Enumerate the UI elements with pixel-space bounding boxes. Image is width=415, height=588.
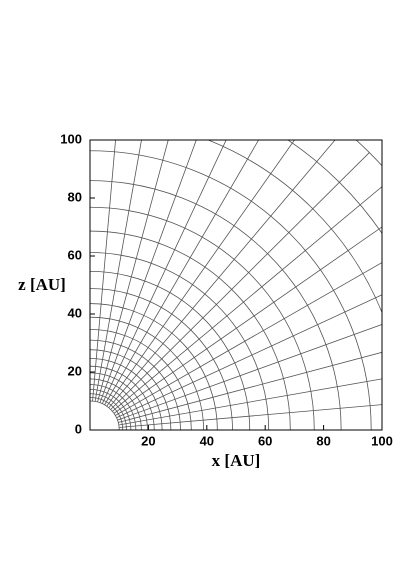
y-tick-label: 80 <box>68 189 82 204</box>
radial-line <box>101 140 227 404</box>
radial-line <box>104 140 260 406</box>
y-tick-label: 20 <box>68 363 82 378</box>
radial-line <box>117 324 382 421</box>
y-tick-label: 40 <box>68 305 82 320</box>
y-axis-label: z [AU] <box>18 275 66 294</box>
radial-line <box>119 404 382 428</box>
radial-line <box>118 378 382 426</box>
y-tick-label: 100 <box>60 131 82 146</box>
x-tick-label: 100 <box>371 433 393 448</box>
y-tick-label: 60 <box>68 247 82 262</box>
radial-line <box>94 140 142 402</box>
plot-frame <box>89 139 383 431</box>
arc <box>90 400 120 430</box>
radial-line <box>108 140 336 409</box>
radial-line <box>118 351 382 423</box>
x-tick-label: 20 <box>141 433 155 448</box>
radial-line <box>97 140 169 403</box>
x-axis-label: x [AU] <box>212 451 261 470</box>
radial-line <box>92 140 116 402</box>
radial-line <box>112 186 382 412</box>
y-tick-label: 0 <box>75 421 82 436</box>
radial-line <box>99 140 197 403</box>
radial-line <box>113 226 382 414</box>
mesh <box>90 140 382 430</box>
radial-line <box>115 262 382 416</box>
x-tick-label: 80 <box>316 433 330 448</box>
radial-line <box>110 152 370 410</box>
radial-line <box>116 294 382 419</box>
x-tick-label: 40 <box>200 433 214 448</box>
x-tick-label: 60 <box>258 433 272 448</box>
radial-line <box>106 140 295 407</box>
